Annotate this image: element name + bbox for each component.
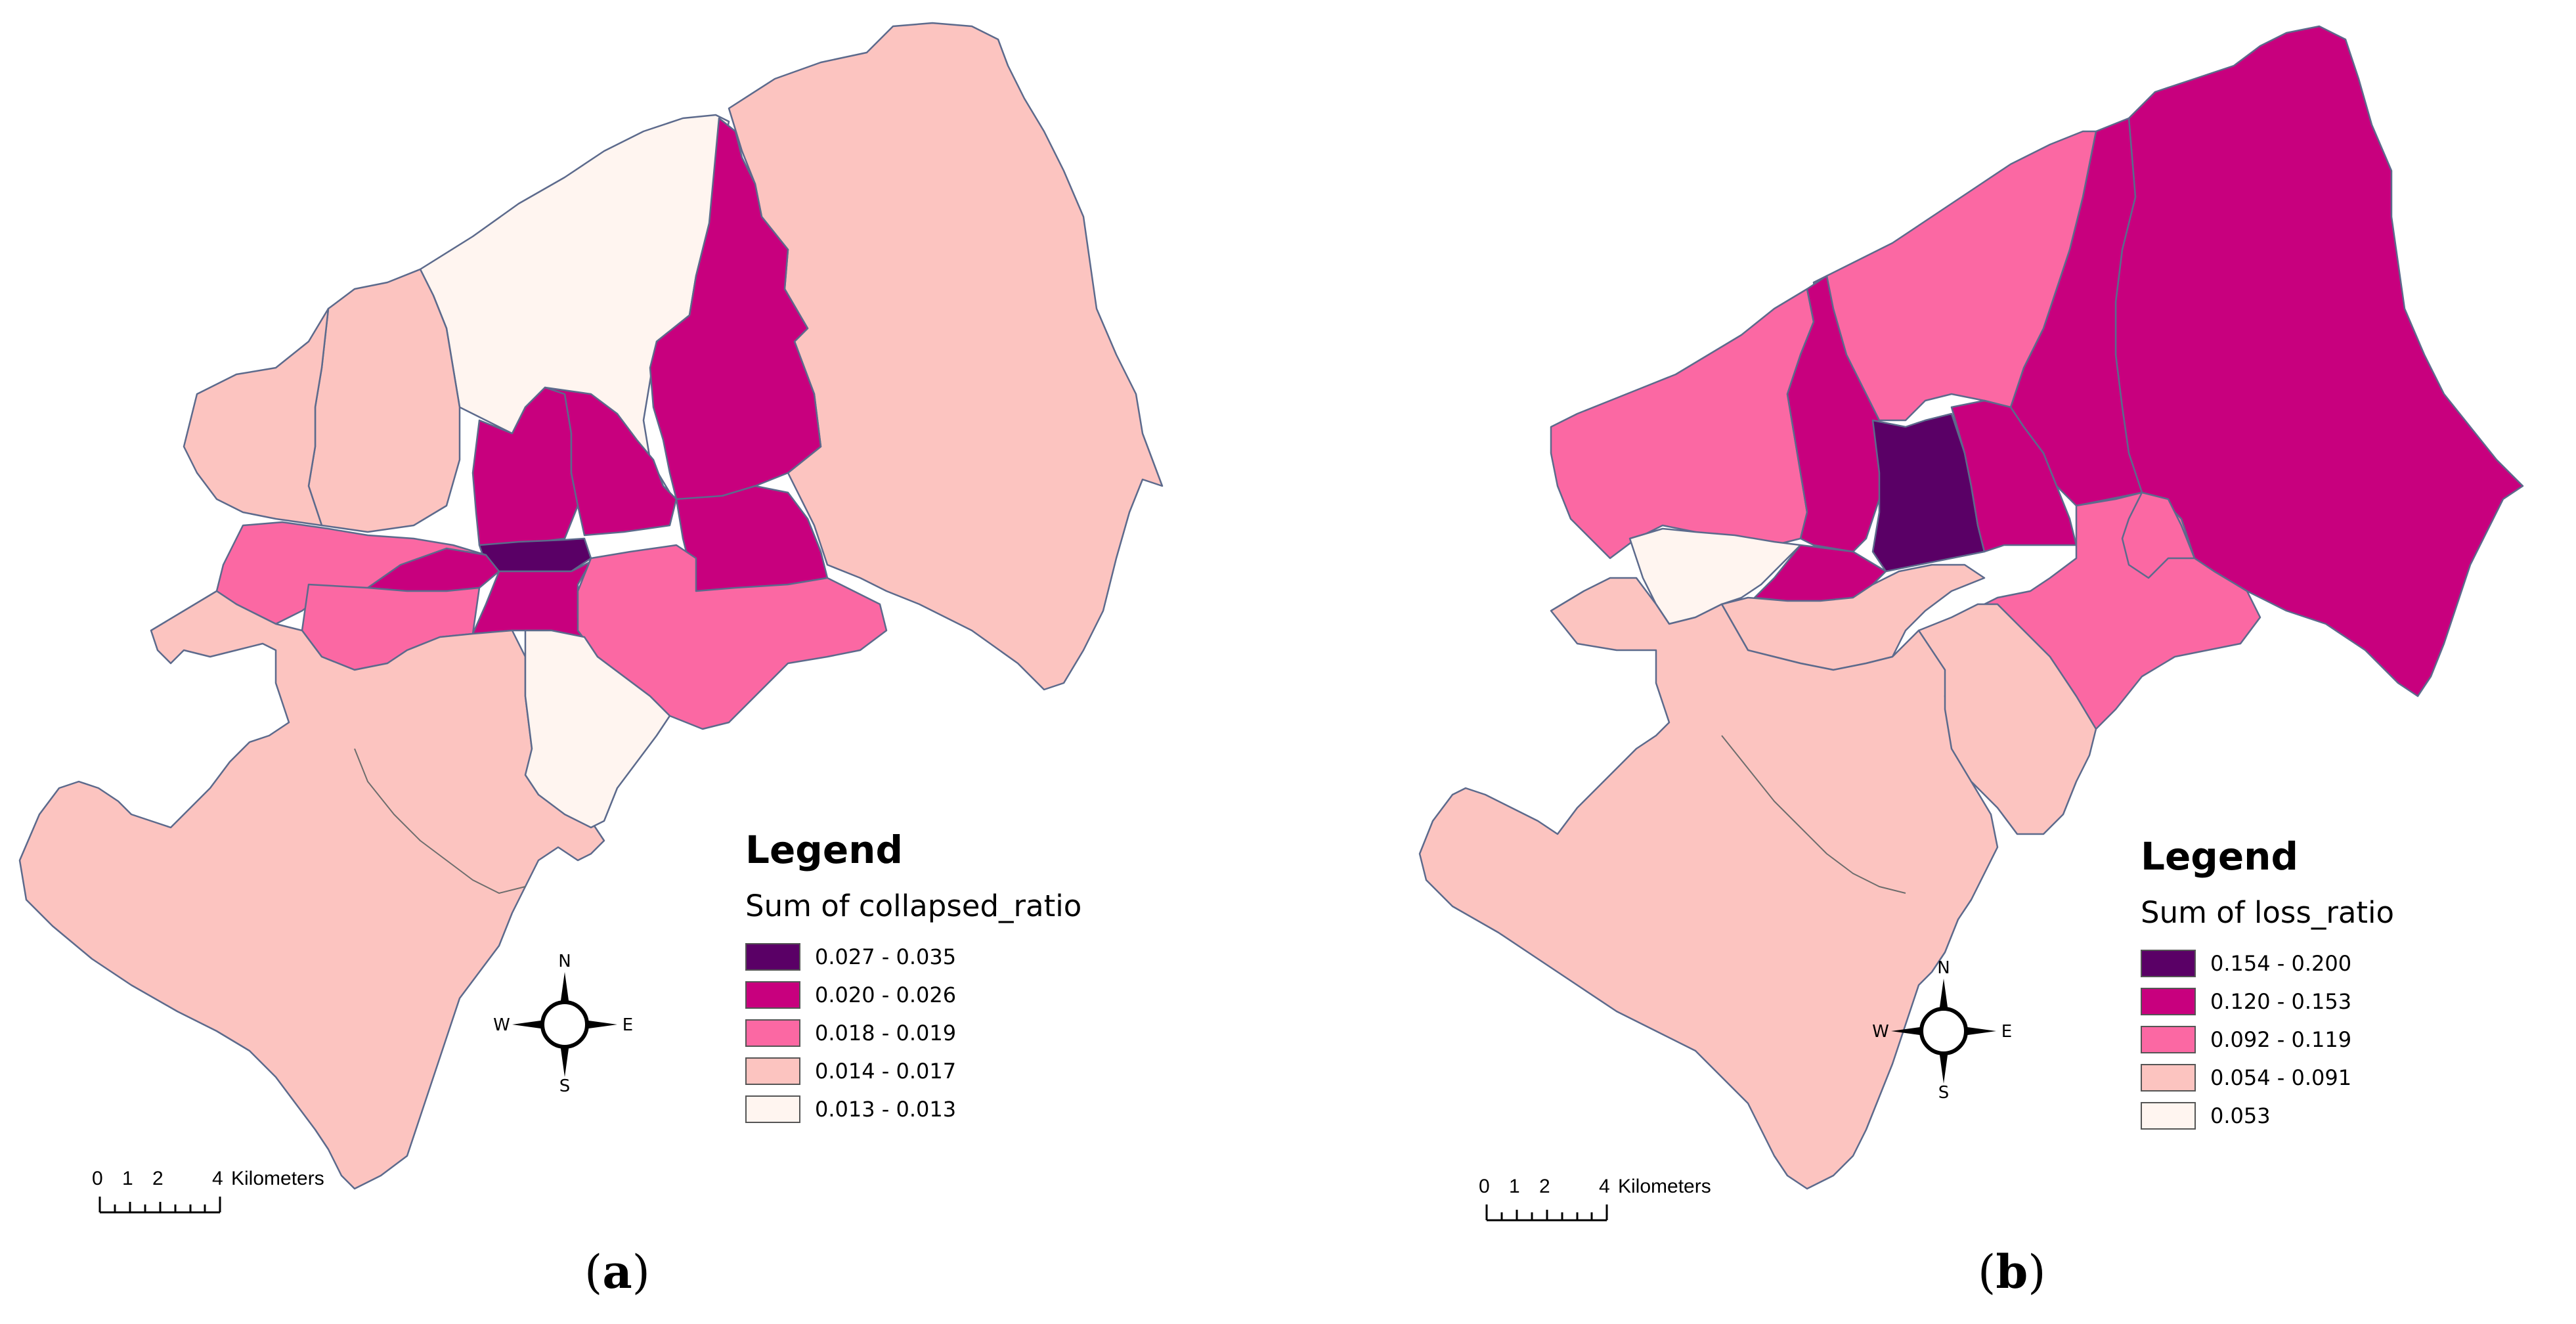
legend-item-label: 0.092 - 0.119 bbox=[2210, 1027, 2352, 1052]
scale-bar: 0 1 2 4 Kilometers bbox=[92, 1168, 368, 1220]
scale-bar: 0 1 2 4 Kilometers bbox=[1479, 1176, 1755, 1228]
compass-west-label: W bbox=[493, 1015, 510, 1035]
map-panel-a: Legend Sum of collapsed_ratio 0.027 - 0.… bbox=[18, 22, 1164, 1299]
legend-item-label: 0.020 - 0.026 bbox=[815, 982, 957, 1007]
legend-swatch bbox=[745, 943, 800, 971]
legend-swatch bbox=[2141, 1026, 2196, 1053]
district-southeast bbox=[1917, 603, 2097, 835]
compass-east-label: E bbox=[622, 1015, 633, 1035]
legend-item: 0.014 - 0.017 bbox=[745, 1052, 1081, 1090]
panel-caption-a: (a) bbox=[584, 1245, 650, 1299]
district-east-upper bbox=[2121, 491, 2196, 579]
compass-south-label: S bbox=[559, 1076, 571, 1096]
north-arrow-icon: N S W E bbox=[493, 952, 633, 1096]
compass-north-label: N bbox=[558, 952, 571, 971]
district-south-light bbox=[524, 629, 671, 829]
scale-tick-label: 1 bbox=[122, 1168, 133, 1189]
district-northwest-1 bbox=[307, 268, 461, 533]
legend-item-label: 0.014 - 0.017 bbox=[815, 1059, 957, 1084]
legend-item-label: 0.053 bbox=[2210, 1103, 2271, 1128]
compass-east-label: E bbox=[2001, 1022, 2012, 1042]
district-north bbox=[419, 114, 730, 500]
compass-north-label: N bbox=[1937, 959, 1950, 978]
legend-swatch bbox=[2141, 988, 2196, 1015]
north-arrow-icon: N S W E bbox=[1872, 959, 2012, 1103]
legend-title: Legend bbox=[2141, 834, 2298, 879]
legend-swatch bbox=[745, 1057, 800, 1085]
scale-tick-label: 2 bbox=[152, 1168, 164, 1189]
legend-b: Legend Sum of loss_ratio 0.154 - 0.200 0… bbox=[2141, 837, 2394, 1135]
panel-caption-letter: b bbox=[1996, 1245, 2028, 1299]
choropleth-map-b bbox=[1418, 25, 2524, 1190]
scale-tick-label: 4 bbox=[212, 1168, 223, 1189]
scale-unit-label: Kilometers bbox=[1618, 1176, 1711, 1197]
scale-tick-label: 4 bbox=[1599, 1176, 1610, 1197]
legend-swatch bbox=[745, 1095, 800, 1123]
legend-swatch bbox=[745, 981, 800, 1009]
district-central-north-right bbox=[544, 386, 678, 537]
legend-item: 0.120 - 0.153 bbox=[2141, 982, 2394, 1021]
district-northwest bbox=[1550, 288, 1815, 560]
legend-item: 0.053 bbox=[2141, 1097, 2394, 1135]
scale-tick-label: 0 bbox=[92, 1168, 103, 1189]
legend-item-label: 0.013 - 0.013 bbox=[815, 1097, 957, 1122]
legend-item: 0.013 - 0.013 bbox=[745, 1090, 1081, 1128]
legend-swatch bbox=[745, 1019, 800, 1047]
panel-caption-b: (b) bbox=[1978, 1245, 2046, 1299]
legend-swatch bbox=[2141, 1102, 2196, 1130]
map-panel-b: Legend Sum of loss_ratio 0.154 - 0.200 0… bbox=[1288, 0, 2576, 1324]
scale-ruler bbox=[98, 1197, 221, 1214]
district-southwest bbox=[18, 590, 605, 1190]
choropleth-map-a bbox=[18, 22, 1164, 1190]
legend-item: 0.018 - 0.019 bbox=[745, 1014, 1081, 1052]
scale-tick-label: 2 bbox=[1539, 1176, 1550, 1197]
panel-caption-letter: a bbox=[602, 1245, 632, 1299]
scale-tick-label: 1 bbox=[1509, 1176, 1520, 1197]
scale-unit-label: Kilometers bbox=[231, 1168, 324, 1189]
legend-subtitle: Sum of collapsed_ratio bbox=[745, 889, 1082, 923]
legend-title: Legend bbox=[745, 828, 903, 872]
compass-south-label: S bbox=[1938, 1083, 1950, 1103]
legend-item: 0.027 - 0.035 bbox=[745, 938, 1081, 976]
scale-tick-label: 0 bbox=[1479, 1176, 1490, 1197]
legend-item: 0.020 - 0.026 bbox=[745, 976, 1081, 1014]
legend-item-label: 0.054 - 0.091 bbox=[2210, 1065, 2352, 1090]
compass-west-label: W bbox=[1872, 1022, 1889, 1042]
legend-swatch bbox=[2141, 1064, 2196, 1092]
district-northwest-2 bbox=[183, 307, 330, 527]
legend-item-label: 0.018 - 0.019 bbox=[815, 1021, 957, 1046]
legend-item: 0.054 - 0.091 bbox=[2141, 1059, 2394, 1097]
legend-item-label: 0.027 - 0.035 bbox=[815, 944, 957, 969]
legend-swatch bbox=[2141, 950, 2196, 977]
legend-a: Legend Sum of collapsed_ratio 0.027 - 0.… bbox=[745, 831, 1081, 1128]
legend-item-label: 0.120 - 0.153 bbox=[2210, 989, 2352, 1014]
legend-item: 0.154 - 0.200 bbox=[2141, 944, 2394, 982]
district-southwest bbox=[1418, 577, 1999, 1190]
legend-item: 0.092 - 0.119 bbox=[2141, 1021, 2394, 1059]
legend-item-label: 0.154 - 0.200 bbox=[2210, 951, 2352, 976]
legend-subtitle: Sum of loss_ratio bbox=[2141, 895, 2395, 930]
scale-ruler bbox=[1485, 1204, 1608, 1222]
